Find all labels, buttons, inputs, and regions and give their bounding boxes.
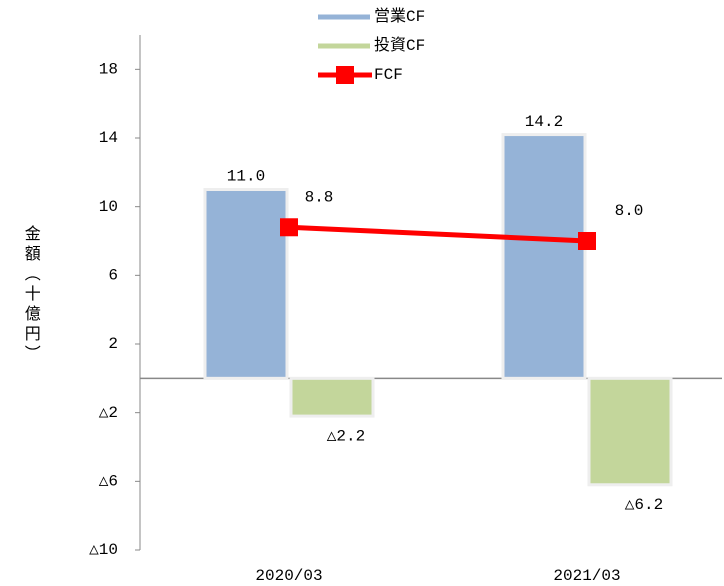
y-tick-label: △6	[99, 473, 118, 491]
x-tick-label: 2021/03	[553, 567, 620, 585]
x-tick-label: 2020/03	[255, 567, 322, 585]
value-label: 8.8	[305, 188, 334, 206]
value-label: 14.2	[525, 113, 563, 131]
y-tick-label: 14	[99, 129, 118, 147]
value-label: △2.2	[327, 427, 365, 445]
y-tick-label: △10	[89, 541, 118, 559]
bar	[289, 376, 375, 418]
bar	[203, 188, 289, 380]
y-tick-label: 10	[99, 198, 118, 216]
line-marker	[280, 218, 298, 237]
line	[288, 224, 588, 244]
bar	[501, 133, 587, 380]
legend-label: 投資CF	[374, 36, 425, 55]
legend-label: FCF	[374, 66, 403, 84]
y-axis-label: 金額（十億円）	[21, 225, 41, 365]
value-label: 11.0	[227, 168, 265, 186]
line-marker	[578, 232, 596, 250]
value-label: 8.0	[615, 202, 644, 220]
bar	[587, 376, 673, 487]
y-tick-label: 2	[108, 335, 118, 353]
y-tick-label: 6	[108, 267, 118, 285]
y-tick-label: 18	[99, 61, 118, 79]
y-tick-label: △2	[99, 404, 118, 422]
value-label: △6.2	[625, 496, 663, 514]
legend-marker	[336, 66, 354, 84]
legend-label: 営業CF	[374, 7, 425, 26]
